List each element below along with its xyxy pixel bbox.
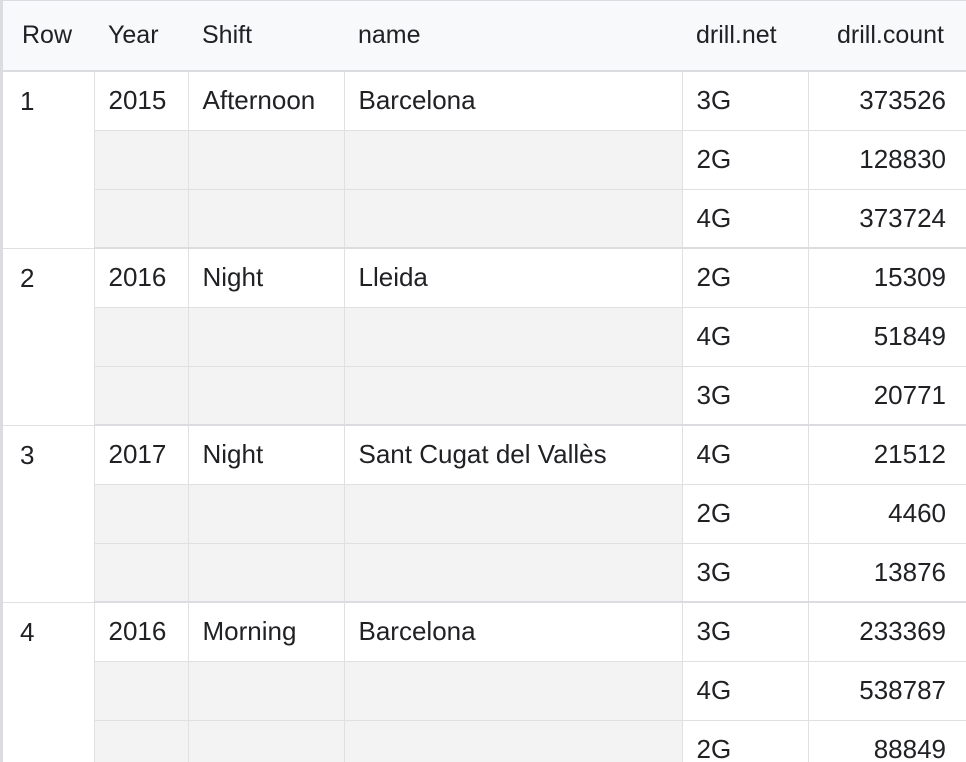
header-row: Row Year Shift name drill.net drill.coun…	[3, 1, 966, 72]
table-subrow: 4G 538787	[3, 661, 966, 721]
empty-cell	[94, 661, 189, 721]
name-cell: Lleida	[344, 248, 683, 308]
table-row: 3 2017 Night Sant Cugat del Vallès 4G 21512	[3, 425, 966, 603]
drill-net-cell: 3G	[682, 71, 809, 131]
empty-cell	[188, 484, 345, 544]
table-body: 1 2015 Afternoon Barcelona 3G 373526 2G 128830 4…	[3, 71, 966, 762]
row-number: 2	[3, 248, 95, 426]
drill-count-cell: 51849	[808, 307, 966, 367]
drill-count-cell: 128830	[808, 130, 966, 190]
empty-cell	[188, 720, 345, 762]
empty-cell	[344, 130, 683, 190]
table-row: 1 2015 Afternoon Barcelona 3G 373526	[3, 71, 966, 249]
drill-net-cell: 4G	[682, 425, 809, 485]
table-subrow: 2G 88849	[3, 720, 966, 762]
name-cell: Barcelona	[344, 71, 683, 131]
drill-count-cell: 21512	[808, 425, 966, 485]
empty-cell	[188, 307, 345, 367]
row-number: 4	[3, 602, 95, 762]
empty-cell	[188, 366, 345, 426]
table-row: 4 2016 Morning Barcelona 3G 233369	[3, 602, 966, 762]
table-subrow: 3G 20771	[3, 366, 966, 426]
column-header-drill-count[interactable]: drill.count	[808, 1, 966, 72]
drill-count-cell: 4460	[808, 484, 966, 544]
column-header-year[interactable]: Year	[94, 1, 188, 72]
drill-net-cell: 3G	[682, 366, 809, 426]
drill-count-cell: 15309	[808, 248, 966, 308]
column-header-name[interactable]: name	[344, 1, 682, 72]
name-cell: Sant Cugat del Vallès	[344, 425, 683, 485]
table-header: Row Year Shift name drill.net drill.coun…	[3, 1, 966, 72]
drill-count-cell: 88849	[808, 720, 966, 762]
drill-net-cell: 2G	[682, 720, 809, 762]
column-header-row[interactable]: Row	[3, 1, 94, 72]
empty-cell	[344, 661, 683, 721]
year-cell: 2016	[94, 248, 189, 308]
drill-count-cell: 13876	[808, 543, 966, 603]
empty-cell	[94, 543, 189, 603]
shift-cell: Afternoon	[188, 71, 345, 131]
shift-cell: Night	[188, 248, 345, 308]
drill-count-cell: 20771	[808, 366, 966, 426]
drill-net-cell: 4G	[682, 189, 809, 249]
shift-cell: Night	[188, 425, 345, 485]
empty-cell	[344, 307, 683, 367]
empty-cell	[344, 189, 683, 249]
table-subrow: 2G 128830	[3, 130, 966, 190]
year-cell: 2016	[94, 602, 189, 662]
drill-count-cell: 233369	[808, 602, 966, 662]
table-subrow: 4G 51849	[3, 307, 966, 367]
drill-net-cell: 2G	[682, 484, 809, 544]
empty-cell	[188, 661, 345, 721]
drill-count-cell: 538787	[808, 661, 966, 721]
column-header-shift[interactable]: Shift	[188, 1, 344, 72]
drill-net-cell: 2G	[682, 130, 809, 190]
results-table: Row Year Shift name drill.net drill.coun…	[3, 1, 966, 762]
empty-cell	[344, 720, 683, 762]
year-cell: 2017	[94, 425, 189, 485]
name-cell: Barcelona	[344, 602, 683, 662]
table-subrow: 2G 4460	[3, 484, 966, 544]
empty-cell	[94, 130, 189, 190]
drill-net-cell: 2G	[682, 248, 809, 308]
empty-cell	[344, 484, 683, 544]
empty-cell	[94, 366, 189, 426]
table-subrow: 4G 373724	[3, 189, 966, 249]
drill-net-cell: 4G	[682, 661, 809, 721]
empty-cell	[94, 720, 189, 762]
shift-cell: Morning	[188, 602, 345, 662]
empty-cell	[94, 189, 189, 249]
empty-cell	[188, 543, 345, 603]
empty-cell	[94, 484, 189, 544]
drill-net-cell: 3G	[682, 543, 809, 603]
drill-count-cell: 373724	[808, 189, 966, 249]
row-number: 1	[3, 71, 95, 249]
table-row: 2 2016 Night Lleida 2G 15309	[3, 248, 966, 426]
empty-cell	[188, 130, 345, 190]
table-subrow: 3G 13876	[3, 543, 966, 603]
drill-net-cell: 3G	[682, 602, 809, 662]
empty-cell	[344, 366, 683, 426]
drill-net-cell: 4G	[682, 307, 809, 367]
column-header-drill-net[interactable]: drill.net	[682, 1, 808, 72]
empty-cell	[94, 307, 189, 367]
year-cell: 2015	[94, 71, 189, 131]
row-number: 3	[3, 425, 95, 603]
empty-cell	[344, 543, 683, 603]
drill-count-cell: 373526	[808, 71, 966, 131]
empty-cell	[188, 189, 345, 249]
